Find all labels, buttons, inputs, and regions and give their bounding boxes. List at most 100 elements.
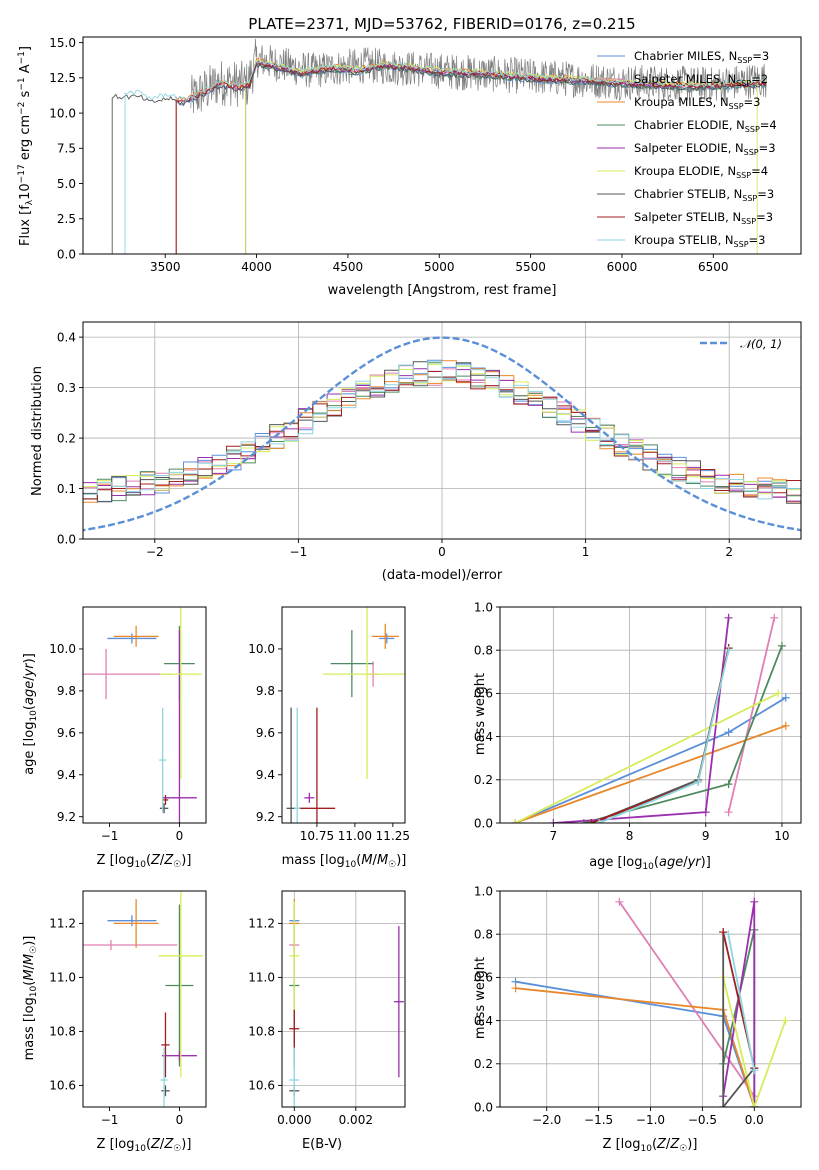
- residual-ylabel: Normed distribution: [30, 366, 45, 496]
- y-tick-label: 12.5: [49, 71, 76, 85]
- model-spectrum-chabrier_stelib: [101, 62, 767, 254]
- y-tick-label: 11.2: [248, 917, 275, 931]
- y-tick-label: 0.1: [57, 482, 76, 496]
- spectrum-plot-area: 3500 4000 4500 5000 5500 6000 6500 0.0 2.5 5.0 7.5…: [49, 36, 802, 274]
- x-tick-label: −0.5: [688, 1113, 717, 1127]
- plot-content: [101, 38, 767, 254]
- legend-label-chabrier_elodie: Chabrier ELODIE, NSSP=4: [634, 118, 777, 134]
- weight-line-chabrier_stelib: [722, 932, 756, 1107]
- x-tick-label: 4000: [241, 260, 272, 274]
- spectrum-panel: PLATE=2371, MJD=53762, FIBERID=0176, z=0…: [17, 15, 802, 298]
- mass-vs-metallicity-panel: −1 0 10.6 10.8 11.0 11.2 Z [log10(Z/Z☉)] mass…: [22, 890, 207, 1154]
- legend-label-kroupa_elodie: Kroupa ELODIE, NSSP=4: [634, 164, 768, 180]
- x-tick-label: 0: [438, 545, 446, 559]
- plot-content: [511, 897, 790, 1107]
- y-tick-label: 10.8: [49, 1025, 76, 1039]
- spectrum-ylabel: Flux [fλ10−17 erg cm−2 s−1 A−1]: [17, 46, 35, 246]
- y-tick-label: 9.6: [256, 726, 275, 740]
- gaussian-legend-label: 𝒩(0, 1): [740, 337, 782, 351]
- age-vs-mass-plot-area: 10.75 11.00 11.25 9.2 9.4 9.6 9.8 10.0: [248, 606, 410, 843]
- y-tick-label: 9.2: [256, 810, 275, 824]
- weight-vs-age-plot-area: 7 8 9 10 0.0 0.2 0.4 0.6 0.8 1.0: [474, 600, 802, 843]
- axes-frame: −1 0 9.2 9.4 9.6 9.8 10.0: [49, 606, 207, 843]
- y-tick-label: 9.4: [57, 768, 76, 782]
- weight-marker-kroupa_stelib: [694, 777, 703, 786]
- x-tick-label: −1.5: [584, 1113, 613, 1127]
- residual-histogram-kroupa_stelib: [83, 361, 801, 500]
- y-tick-label: 0.0: [57, 532, 76, 546]
- y-tick-label: 0.0: [474, 816, 493, 830]
- axes-frame: −2.0 −1.5 −1.0 −0.5 0.0 0.0 0.2 0.4 0.6 0.8 1.0: [474, 884, 802, 1127]
- legend-label-chabrier_stelib: Chabrier STELIB, NSSP=3: [634, 187, 774, 203]
- y-tick-label: 0.0: [57, 247, 76, 261]
- axes-border: [281, 890, 406, 1108]
- y-tick-label: 0.8: [474, 928, 493, 942]
- weight-marker-kroupa_stelib: [595, 819, 604, 823]
- y-tick-label: 0.8: [474, 644, 493, 658]
- x-tick-label: 1: [582, 545, 590, 559]
- weight-vs-metallicity-ylabel: mass weight: [473, 957, 488, 1039]
- x-tick-label: −1: [290, 545, 308, 559]
- model-spectrum-kroupa_stelib: [114, 59, 767, 254]
- mass-vs-metallicity-ylabel: mass [log10(M/M☉)]: [22, 936, 39, 1061]
- x-tick-label: −1: [101, 829, 119, 843]
- y-tick-label: 0.2: [474, 773, 493, 787]
- weight-line-kroupa_miles: [514, 724, 787, 823]
- x-tick-label: 2: [725, 545, 733, 559]
- x-tick-label: 5000: [424, 260, 455, 274]
- y-tick-label: 10.8: [248, 1025, 275, 1039]
- y-tick-label: 0.2: [57, 431, 76, 445]
- y-tick-label: 7.5: [57, 142, 76, 156]
- weight-line-salpeter_miles: [727, 617, 776, 813]
- plot-content: [83, 607, 202, 823]
- residual-xlabel: (data-model)/error: [382, 568, 503, 583]
- weight-vs-age-ylabel: mass weight: [473, 673, 488, 755]
- axes-frame: 7 8 9 10 0.0 0.2 0.4 0.6 0.8 1.0: [474, 600, 802, 843]
- age-vs-metallicity-ylabel: age [log10(age/yr)]: [22, 653, 39, 775]
- plot-content: [289, 899, 404, 1107]
- weight-marker-chabrier_stelib: [719, 1103, 728, 1107]
- weight-marker-salpeter_elodie: [701, 808, 710, 817]
- y-tick-label: 10.6: [248, 1079, 275, 1093]
- plot-content: [83, 336, 801, 532]
- y-tick-label: 9.8: [57, 684, 76, 698]
- weight-marker-salpeter_miles: [615, 897, 624, 906]
- weight-marker-chabrier_miles: [781, 693, 790, 702]
- weight-vs-age-xlabel: age [log10(age/yr)]: [589, 855, 711, 872]
- mass-vs-metallicity-xlabel: Z [log10(Z/Z☉)]: [97, 1137, 192, 1154]
- weight-marker-salpeter_miles: [724, 808, 733, 817]
- axes-border: [82, 36, 802, 255]
- x-tick-label: −1.0: [636, 1113, 665, 1127]
- x-tick-label: 5500: [515, 260, 546, 274]
- age-vs-mass-panel: 10.75 11.00 11.25 9.2 9.4 9.6 9.8 10.0 mass [lo…: [248, 606, 410, 870]
- axes-border: [82, 890, 207, 1108]
- weight-marker-kroupa_elodie: [750, 1103, 759, 1107]
- y-tick-label: 5.0: [57, 177, 76, 191]
- weight-marker-chabrier_elodie: [724, 780, 733, 789]
- x-tick-label: 11.00: [338, 829, 372, 843]
- weight-vs-metallicity-panel: −2.0 −1.5 −1.0 −0.5 0.0 0.0 0.2 0.4 0.6 0.8 1.0 Z …: [473, 884, 802, 1154]
- y-tick-label: 9.4: [256, 768, 275, 782]
- residual-plot-area: −2 −1 0 1 2 0.0 0.1 0.2 0.3 0.4 𝒩(0, 1): [57, 321, 802, 559]
- weight-vs-metallicity-xlabel: Z [log10(Z/Z☉)]: [603, 1137, 698, 1154]
- weight-marker-salpeter_miles: [770, 613, 779, 622]
- mass-vs-ebv-xlabel: E(B-V): [302, 1137, 342, 1152]
- y-tick-label: 0.4: [57, 330, 76, 344]
- spectrum-title: PLATE=2371, MJD=53762, FIBERID=0176, z=0…: [248, 15, 635, 33]
- weight-vs-age-panel: 7 8 9 10 0.0 0.2 0.4 0.6 0.8 1.0 age [log10(age/y…: [473, 600, 802, 872]
- age-vs-metallicity-xlabel: Z [log10(Z/Z☉)]: [97, 853, 192, 870]
- x-tick-label: 0.000: [277, 1113, 311, 1127]
- y-tick-label: 1.0: [474, 884, 493, 898]
- x-tick-label: 0: [176, 829, 184, 843]
- x-tick-label: −2: [146, 545, 164, 559]
- plot-content: [83, 891, 204, 1107]
- x-tick-label: 10: [774, 829, 789, 843]
- weight-line-kroupa_elodie: [722, 977, 787, 1107]
- x-tick-label: 7: [550, 829, 558, 843]
- weight-vs-metallicity-plot-area: −2.0 −1.5 −1.0 −0.5 0.0 0.0 0.2 0.4 0.6 0.8 1.0: [474, 884, 802, 1127]
- weight-marker-kroupa_elodie: [774, 689, 783, 698]
- y-tick-label: 0.2: [474, 1057, 493, 1071]
- weight-marker-kroupa_stelib: [750, 1066, 759, 1075]
- x-tick-label: 3500: [150, 260, 181, 274]
- legend-label-kroupa_miles: Kroupa MILES, NSSP=3: [634, 95, 760, 111]
